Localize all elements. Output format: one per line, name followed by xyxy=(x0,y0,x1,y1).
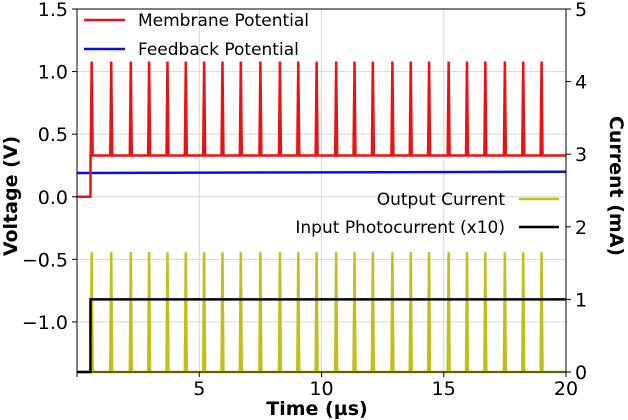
legend-lower: Output Current Input Photocurrent (x10) xyxy=(295,190,559,238)
y-right-tick-label: 3 xyxy=(575,144,587,166)
y-right-tick-label: 0 xyxy=(575,362,587,384)
legend-label: Output Current xyxy=(377,190,506,210)
legend-label: Input Photocurrent (x10) xyxy=(295,218,505,238)
y-axis-right-title: Current (mA) xyxy=(605,116,627,256)
y-left-tick-label: −0.5 xyxy=(22,249,68,271)
y-left-tick-label: 1.0 xyxy=(38,62,68,84)
legend-upper: Membrane Potential Feedback Potential xyxy=(84,11,309,60)
y-left-tick-label: −1.0 xyxy=(22,312,68,334)
x-tick-label: 5 xyxy=(193,378,205,400)
x-tick-label: 20 xyxy=(554,378,578,400)
series-line-membrane-potential xyxy=(77,61,566,199)
legend-label: Feedback Potential xyxy=(138,40,299,60)
x-axis-title: Time (µs) xyxy=(266,398,367,420)
y-right-tick-label: 5 xyxy=(575,0,587,21)
series-line-feedback-potential xyxy=(76,170,567,175)
y-right-tick-label: 1 xyxy=(575,289,587,311)
y-left-tick-label: 1.5 xyxy=(38,0,68,21)
x-tick-label: 10 xyxy=(309,378,333,400)
y-axis-left-title: Voltage (V) xyxy=(0,136,22,256)
legend-label: Membrane Potential xyxy=(138,11,309,31)
y-right-tick-label: 2 xyxy=(575,217,587,239)
y-left-tick-label: 0.0 xyxy=(38,187,68,209)
y-left-tick-label: 0.5 xyxy=(38,124,68,146)
x-tick-label: 15 xyxy=(432,378,456,400)
y-right-tick-label: 4 xyxy=(575,72,587,94)
